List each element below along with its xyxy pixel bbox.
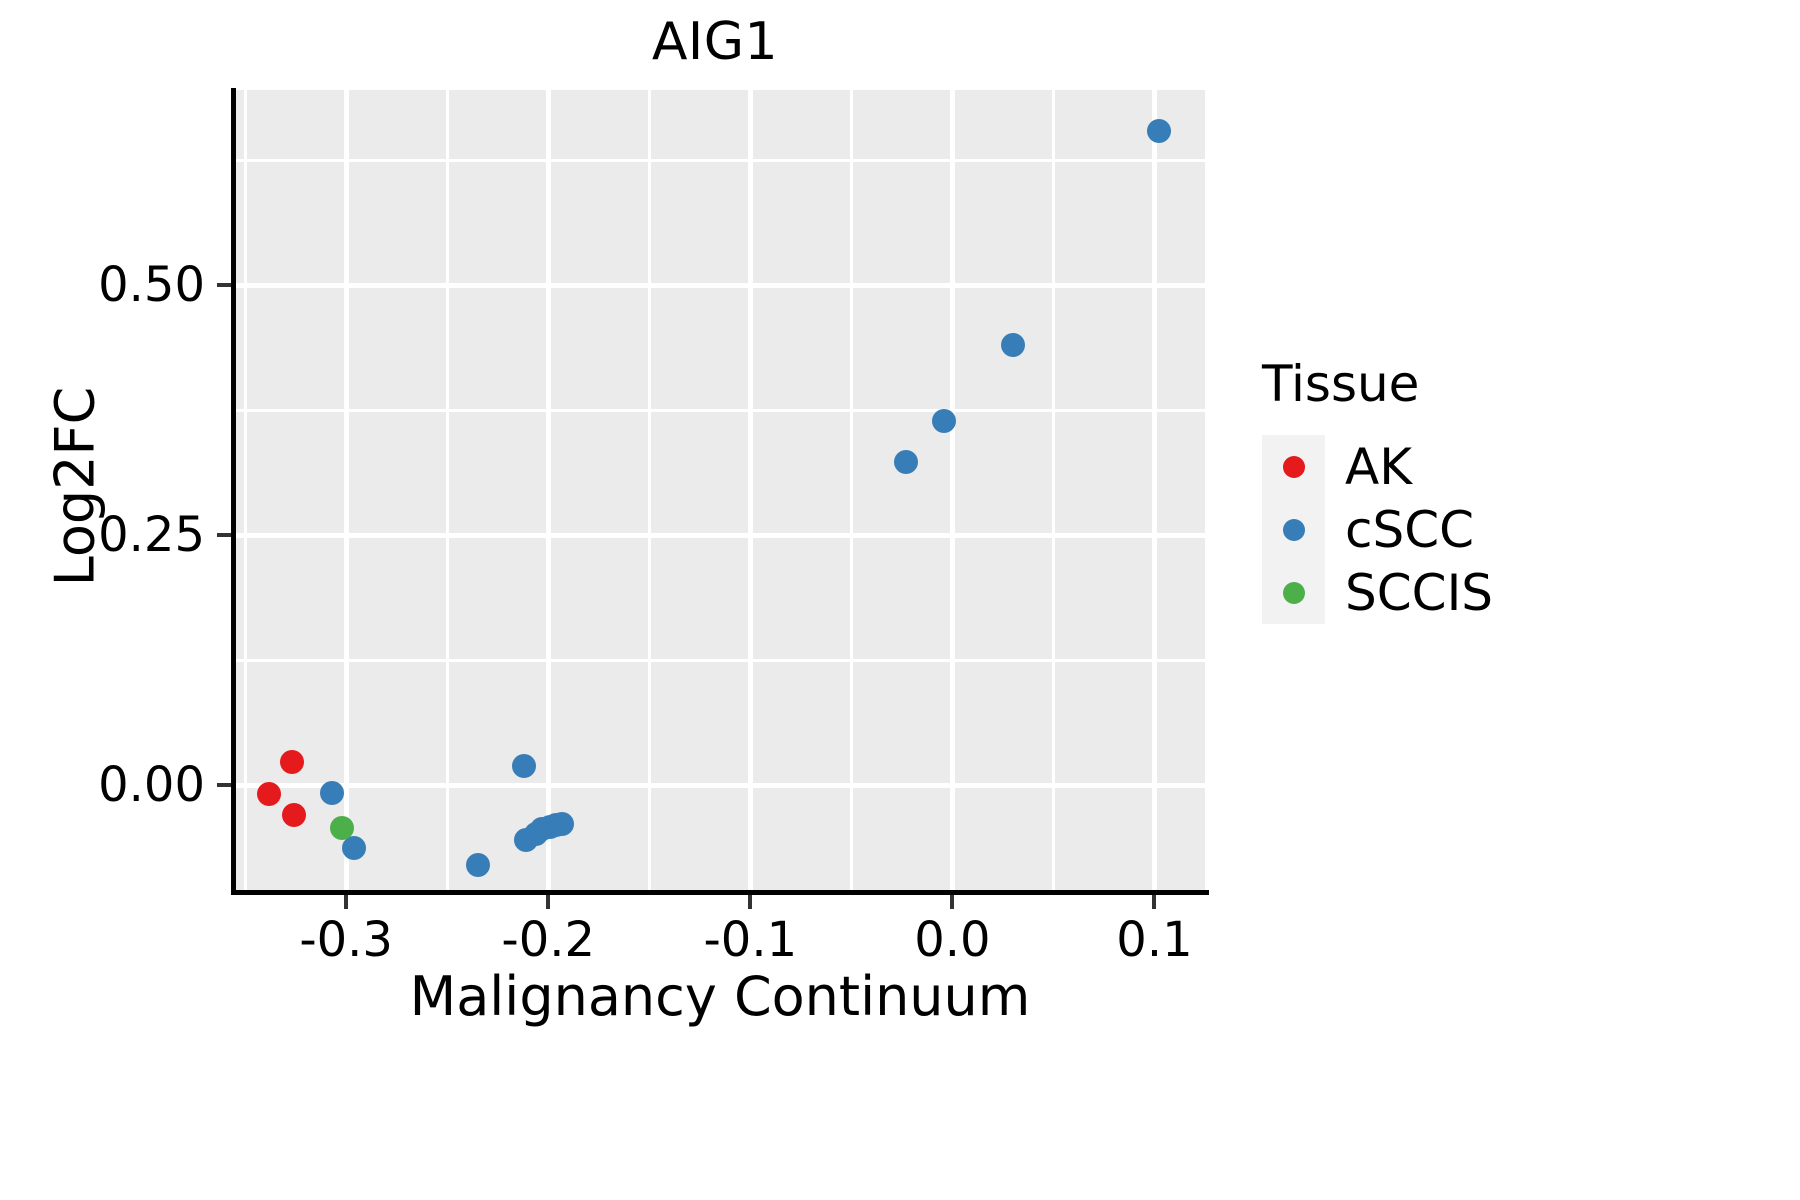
- gridline-vertical-minor: [1051, 90, 1055, 890]
- legend-items: AK cSCC SCCIS: [1262, 435, 1493, 624]
- data-point: [1001, 333, 1026, 357]
- legend-item-label: SCCIS: [1345, 563, 1494, 622]
- gridline-vertical-minor: [445, 90, 449, 890]
- legend-dot-icon: [1282, 455, 1305, 478]
- x-tick-mark: [344, 895, 349, 909]
- x-axis-label: Malignancy Continuum: [409, 965, 1031, 1028]
- legend-item-sccis[interactable]: SCCIS: [1262, 561, 1493, 624]
- gridline-horizontal-minor: [235, 408, 1205, 412]
- x-tick-mark: [1152, 895, 1157, 909]
- gridline-horizontal-major: [235, 782, 1205, 788]
- x-tick-label: -0.1: [703, 912, 798, 968]
- gridline-horizontal-minor: [235, 658, 1205, 662]
- gridline-vertical-major: [343, 90, 349, 890]
- page-title: AIG1: [651, 12, 779, 72]
- y-tick-label: 0.25: [98, 507, 205, 563]
- gridline-vertical-major: [949, 90, 955, 890]
- legend-dot-icon: [1282, 581, 1305, 604]
- data-point: [257, 782, 282, 806]
- data-point: [550, 812, 575, 836]
- x-tick-mark: [546, 895, 551, 909]
- plot-panel: [235, 90, 1205, 890]
- x-axis-line: [231, 890, 1209, 895]
- y-tick-mark: [217, 283, 231, 287]
- data-point: [511, 754, 536, 778]
- legend-item-ak[interactable]: AK: [1262, 435, 1493, 498]
- legend-item-label: cSCC: [1345, 500, 1475, 559]
- gridline-vertical-major: [1151, 90, 1157, 890]
- x-tick-mark: [748, 895, 753, 909]
- y-tick-label: 0.50: [98, 257, 205, 313]
- data-point: [281, 803, 306, 827]
- gridline-vertical-minor: [243, 90, 247, 890]
- gridline-horizontal-major: [235, 282, 1205, 288]
- legend-key-swatch: [1262, 435, 1325, 498]
- gridline-horizontal-major: [235, 532, 1205, 538]
- data-point: [932, 409, 957, 433]
- y-axis-label: Log2FC: [43, 386, 107, 587]
- legend-title: Tissue: [1262, 355, 1420, 413]
- legend-dot-icon: [1282, 518, 1305, 541]
- data-point: [465, 853, 490, 877]
- x-tick-mark: [950, 895, 955, 909]
- gridline-horizontal-minor: [235, 158, 1205, 162]
- x-tick-label: -0.2: [501, 912, 596, 968]
- x-tick-label: 0.1: [1116, 912, 1193, 968]
- y-tick-label: 0.00: [98, 757, 205, 813]
- gridline-vertical-minor: [849, 90, 853, 890]
- legend-item-label: AK: [1345, 437, 1412, 496]
- y-tick-mark: [217, 783, 231, 787]
- y-tick-mark: [217, 533, 231, 537]
- data-point: [279, 750, 304, 774]
- x-tick-label: 0.0: [914, 912, 991, 968]
- gridline-vertical-major: [747, 90, 753, 890]
- data-point: [320, 781, 344, 805]
- gridline-vertical-minor: [647, 90, 651, 890]
- gridline-vertical-major: [545, 90, 551, 890]
- data-point: [1146, 119, 1171, 143]
- legend-key-swatch: [1262, 561, 1325, 624]
- legend-item-cscc[interactable]: cSCC: [1262, 498, 1493, 561]
- y-axis-line: [231, 88, 236, 894]
- data-point: [330, 816, 355, 840]
- data-point: [342, 836, 367, 860]
- legend: Tissue AK cSCC SCCIS: [1262, 355, 1493, 624]
- x-tick-label: -0.3: [299, 912, 393, 968]
- legend-key-swatch: [1262, 498, 1325, 561]
- data-point: [893, 450, 918, 474]
